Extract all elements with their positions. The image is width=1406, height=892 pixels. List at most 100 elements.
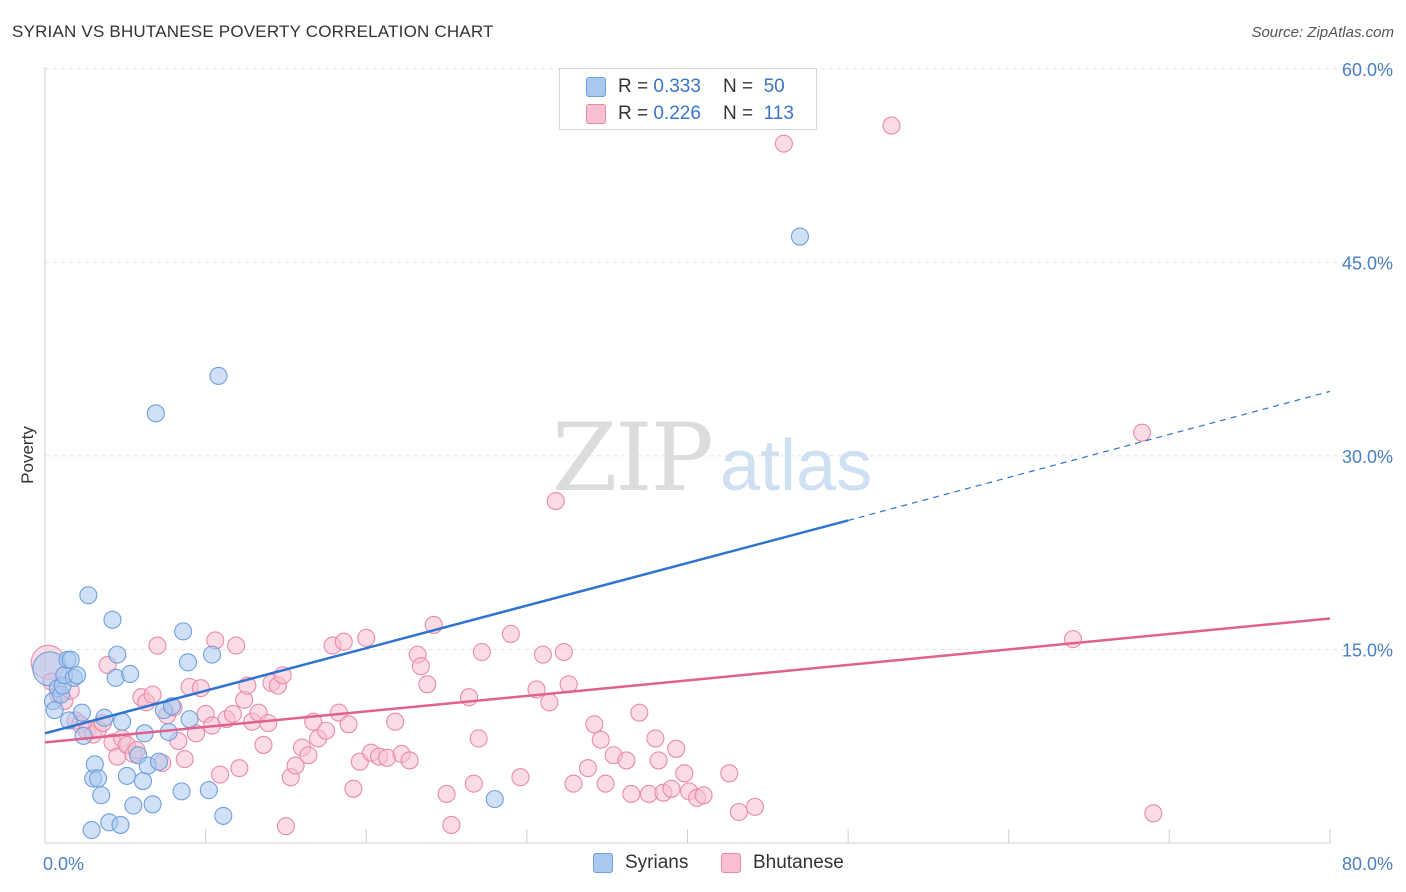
bhutanese-point [617,751,636,770]
legend-row-bhutanese: R = 0.226 N = 113 [586,101,794,127]
legend-n-label: N = [722,76,754,97]
gridlines [45,68,1392,650]
bhutanese-point [143,685,162,704]
bhutanese-point [649,751,668,770]
bhutanese-point [400,751,419,770]
bhutanese-point [578,759,597,778]
syrians-point [88,769,108,788]
y-tick-labels: 15.0% 30.0% 45.0% 60.0% [1342,60,1393,661]
trendlines [44,390,1331,744]
bhutanese-point [591,730,610,749]
syrians-point [82,821,101,840]
bhutanese-point [511,768,530,787]
syrians-point [203,645,222,664]
legend-swatch-syrians [593,853,613,873]
x-tick-labels: 0.0% 80.0% [43,854,1393,874]
bhutanese-point [694,786,713,805]
legend-r-value-bhutanese: 0.226 [653,103,701,124]
bhutanese-point [211,765,230,784]
legend-swatch-bhutanese [721,853,741,873]
bhutanese-point [675,764,694,783]
legend-label-bhutanese: Bhutanese [753,852,844,873]
bhutanese-point [662,779,681,798]
syrians-point [178,653,198,672]
watermark-zip: ZIP [552,404,712,513]
bhutanese-point [223,704,242,724]
syrians-point [143,795,162,814]
syrians-point [79,586,98,605]
bhutanese-point [254,735,273,754]
syrians-point [108,645,127,664]
bhutanese-point [630,703,649,722]
syrians-point [209,366,228,385]
bhutanese-point [745,797,765,816]
syrians-point [61,650,80,669]
legend-r-label: R = [618,76,649,97]
bhutanese-point [596,774,615,793]
x-tick-label: 80.0% [1342,854,1393,874]
syrians-point [146,404,165,423]
bhutanese-point [720,764,739,783]
bhutanese-point [230,759,249,778]
legend-item-bhutanese: Bhutanese [721,852,844,874]
bhutanese-point [276,817,295,836]
bhutanese-point [286,756,305,775]
bhutanese-point [646,729,665,748]
bhutanese-point [148,636,167,655]
bhutanese-point [501,624,520,644]
syrians-point [214,806,233,825]
syrians-point [72,703,91,722]
syrians-point [117,766,136,785]
bhutanese-point [339,715,358,734]
source-credit: Source: ZipAtlas.com [1251,24,1394,41]
syrians-point [103,610,122,629]
legend-label-syrians: Syrians [625,852,689,873]
bhutanese-point [667,739,686,758]
legend-n-label: N = [722,103,754,124]
bhutanese-point [585,715,604,734]
legend-r-label: R = [618,103,649,124]
syrians-point [149,752,169,771]
legend-item-syrians: Syrians [593,852,688,874]
bhutanese-point [299,746,318,765]
bhutanese-point [259,713,278,733]
syrians-point [68,666,87,685]
syrians-point [133,772,153,791]
syrians-point [790,227,809,246]
y-tick-label: 15.0% [1342,640,1393,660]
syrians-trendline [44,519,849,735]
bhutanese-point [533,645,552,664]
syrians-point [180,710,199,729]
bhutanese-point [540,693,559,712]
x-tick-label: 0.0% [43,854,84,874]
syrians-point [172,782,191,801]
bhutanese-point [437,784,456,804]
y-tick-label: 60.0% [1342,60,1393,80]
bhutanese-point [546,492,565,511]
syrians-point [45,701,64,720]
watermark: ZIP atlas [552,404,872,513]
y-tick-label: 30.0% [1342,447,1393,467]
legend-n-value-syrians: 50 [763,76,785,97]
y-axis-label: Poverty [18,426,37,484]
legend-series: Syrians Bhutanese [0,852,1406,878]
bhutanese-point [774,134,793,153]
syrians-point [199,781,218,800]
series-syrians-points [32,227,809,840]
bhutanese-point [442,815,461,834]
legend-r-value-syrians: 0.333 [653,76,701,97]
legend-n-value-bhutanese: 113 [763,103,794,124]
bhutanese-point [1144,804,1163,823]
bhutanese-point [411,657,430,676]
syrians-point [111,815,130,834]
y-tick-label: 45.0% [1342,253,1393,273]
legend-row-syrians: R = 0.333 N = 50 [586,74,785,100]
bhutanese-point [472,642,491,662]
bhutanese-point [554,642,573,662]
bhutanese-point [882,116,901,135]
syrians-point [92,786,111,805]
syrians-point [121,664,140,684]
chart-title: SYRIAN VS BHUTANESE POVERTY CORRELATION … [12,22,494,41]
syrians-point [113,712,132,731]
bhutanese-point [418,675,437,694]
